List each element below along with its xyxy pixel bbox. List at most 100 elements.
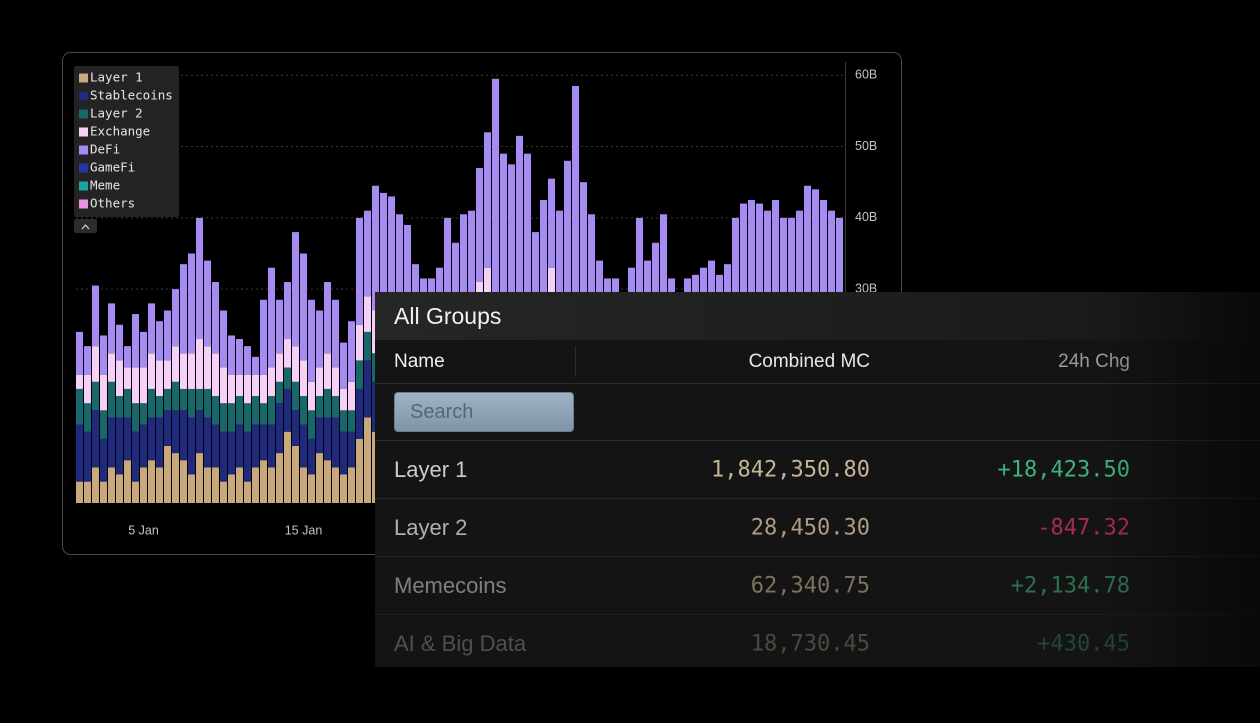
bar-segment bbox=[164, 360, 171, 389]
bar-segment bbox=[124, 388, 131, 418]
bar-segment bbox=[548, 178, 555, 268]
y-tick-label: 50B bbox=[855, 139, 877, 153]
bar-segment bbox=[116, 396, 123, 418]
bar-segment bbox=[228, 403, 235, 432]
group-name: Memecoins bbox=[394, 572, 507, 598]
bar-segment bbox=[308, 410, 315, 439]
bar-segment bbox=[348, 381, 355, 411]
bar-segment bbox=[100, 335, 107, 375]
bar-segment bbox=[836, 217, 843, 340]
bar-segment bbox=[148, 417, 155, 461]
bar-segment bbox=[92, 410, 99, 468]
bar-segment bbox=[164, 410, 171, 446]
bar-segment bbox=[204, 417, 211, 468]
bar-segment bbox=[196, 217, 203, 340]
change-24h: -847.32 bbox=[1037, 515, 1130, 540]
bar-segment bbox=[188, 253, 195, 354]
legend-label: Others bbox=[90, 196, 135, 211]
bar-segment bbox=[220, 431, 227, 482]
column-name[interactable]: Combined MC bbox=[748, 350, 870, 372]
table-row[interactable]: Layer 2 28,450.30 -847.32 bbox=[375, 499, 1260, 557]
bar-segment bbox=[108, 353, 115, 382]
groups-panel: All Groups Name Combined MC 24h Chg Sear… bbox=[375, 292, 1260, 667]
table-row[interactable]: AI & Big Data 18,730.45 +430.45 bbox=[375, 615, 1260, 667]
bar-segment bbox=[236, 424, 243, 468]
bar-segment bbox=[364, 210, 371, 297]
bar-segment bbox=[308, 438, 315, 475]
bar-segment bbox=[212, 353, 219, 397]
bar-segment bbox=[348, 410, 355, 432]
combined-mc: 1,842,350.80 bbox=[711, 457, 870, 482]
bar-segment bbox=[108, 417, 115, 468]
bar-segment bbox=[180, 264, 187, 354]
bar-segment bbox=[492, 78, 499, 304]
bar-segment bbox=[212, 424, 219, 468]
bar-segment bbox=[180, 460, 187, 503]
bar-segment bbox=[500, 153, 507, 304]
bar-segment bbox=[444, 217, 451, 340]
column-name[interactable]: 24h Chg bbox=[1058, 350, 1130, 372]
table-row[interactable]: Layer 1 1,842,350.80 +18,423.50 bbox=[375, 441, 1260, 499]
bar-segment bbox=[252, 424, 259, 468]
bar-segment bbox=[108, 303, 115, 354]
bar-segment bbox=[796, 210, 803, 325]
bar-segment bbox=[140, 424, 147, 468]
bar-segment bbox=[828, 210, 835, 347]
bar-segment bbox=[556, 210, 563, 332]
bar-segment bbox=[388, 196, 395, 318]
bar-segment bbox=[140, 367, 147, 404]
bar-segment bbox=[172, 346, 179, 382]
bar-segment bbox=[180, 410, 187, 461]
bar-segment bbox=[580, 182, 587, 368]
bar-segment bbox=[356, 438, 363, 503]
bar-segment bbox=[740, 203, 747, 332]
bar-segment bbox=[772, 200, 779, 318]
legend-toggle-button[interactable] bbox=[74, 219, 97, 233]
chevron-icon bbox=[81, 224, 90, 230]
table-body: Layer 1 1,842,350.80 +18,423.50 Layer 2 28,4… bbox=[375, 441, 1260, 667]
bar-segment bbox=[516, 135, 523, 304]
bar-segment bbox=[92, 346, 99, 382]
panel-title: All Groups bbox=[375, 292, 1260, 340]
legend-toggle[interactable] bbox=[74, 219, 97, 233]
bar-segment bbox=[284, 282, 291, 340]
bar-segment bbox=[260, 460, 267, 503]
bar-segment bbox=[484, 132, 491, 268]
search-input[interactable]: Search bbox=[394, 392, 574, 432]
bar-segment bbox=[268, 367, 275, 397]
bar-segment bbox=[452, 242, 459, 340]
bar-segment bbox=[348, 431, 355, 468]
bar-segment bbox=[196, 339, 203, 389]
bar-segment bbox=[540, 200, 547, 304]
combined-mc: 28,450.30 bbox=[750, 515, 870, 540]
bar-segment bbox=[108, 381, 115, 418]
bar-segment bbox=[524, 153, 531, 332]
bar-segment bbox=[188, 388, 195, 418]
bar-segment bbox=[188, 417, 195, 475]
bar-segment bbox=[340, 474, 347, 503]
bar-segment bbox=[100, 481, 107, 503]
legend-label: Exchange bbox=[90, 124, 150, 139]
bar-segment bbox=[300, 253, 307, 361]
bar-segment bbox=[76, 424, 83, 482]
column-separator bbox=[575, 346, 576, 377]
table-row[interactable]: Memecoins 62,340.75 +2,134.78 bbox=[375, 557, 1260, 615]
combined-mc: 62,340.75 bbox=[750, 573, 870, 598]
bar-segment bbox=[364, 417, 371, 503]
bar-segment bbox=[124, 460, 131, 503]
bar-segment bbox=[316, 367, 323, 397]
bar-segment bbox=[340, 388, 347, 411]
bar-segment bbox=[228, 474, 235, 503]
legend-swatch bbox=[79, 145, 88, 155]
bar-segment bbox=[76, 374, 83, 389]
bar-segment bbox=[164, 445, 171, 503]
bar-segment bbox=[332, 367, 339, 397]
column-name[interactable]: Name bbox=[394, 350, 445, 372]
bar-segment bbox=[340, 410, 347, 432]
bar-segment bbox=[380, 192, 387, 332]
bar-segment bbox=[180, 388, 187, 411]
bar-segment bbox=[188, 474, 195, 503]
legend-label: Layer 2 bbox=[90, 106, 143, 121]
bar-segment bbox=[204, 467, 211, 503]
bar-segment bbox=[236, 374, 243, 397]
